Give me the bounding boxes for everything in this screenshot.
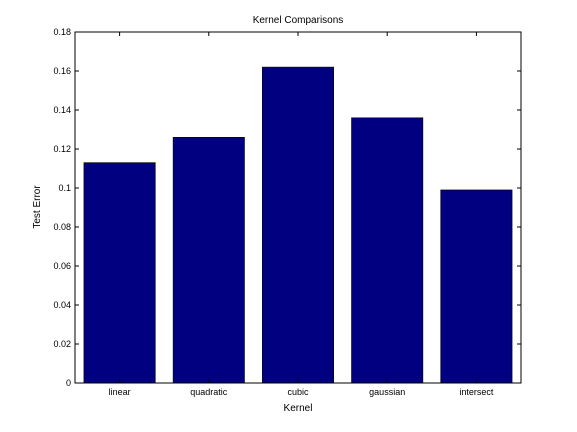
y-tick-label: 0 [66,378,71,388]
bar-intersect [440,189,513,384]
y-tick-label: 0.16 [53,66,71,76]
y-tick-label: 0.04 [53,300,71,310]
x-tick-label: intersect [459,387,494,397]
chart-title: Kernel Comparisons [253,15,344,26]
y-axis-ticks: 0 0.02 0.04 0.06 0.08 0.1 0.12 0.14 0.16 0.18 [53,27,521,388]
y-tick-label: 0.18 [53,27,71,37]
bar-cubic [262,66,334,384]
x-tick-label: linear [109,387,131,397]
x-axis-label: Kernel [284,403,313,414]
y-tick-label: 0.14 [53,105,71,115]
y-tick-label: 0.06 [53,261,71,271]
x-tick-label: quadratic [190,387,228,397]
bar-quadratic [172,137,245,384]
y-axis-label: Test Error [32,185,43,229]
x-tick-label: gaussian [369,387,405,397]
y-tick-label: 0.1 [58,183,71,193]
y-tick-label: 0.02 [53,339,71,349]
x-tick-label: cubic [287,387,309,397]
bars-group [83,66,513,384]
x-axis-ticks: linear quadratic cubic gaussian intersect [109,32,494,397]
bar-linear [83,162,156,384]
y-tick-label: 0.08 [53,222,71,232]
bar-gaussian [351,117,424,384]
y-tick-label: 0.12 [53,144,71,154]
